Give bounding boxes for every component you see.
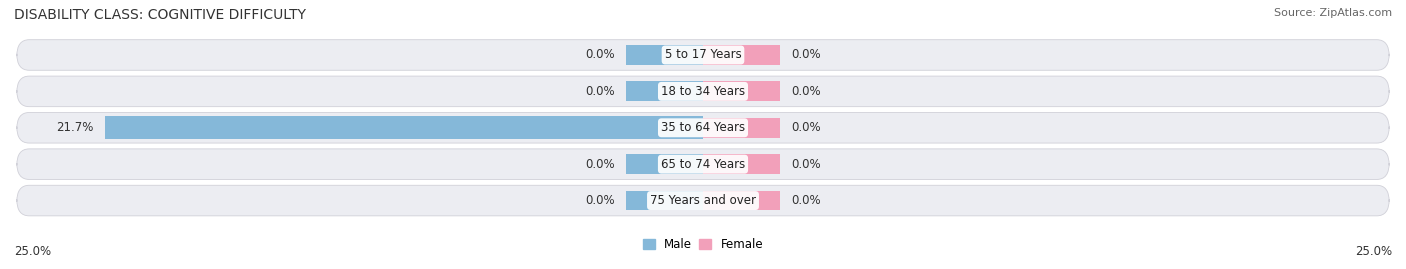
FancyBboxPatch shape [17, 40, 1389, 70]
Bar [703, 154, 780, 174]
Bar [703, 191, 780, 210]
Text: 0.0%: 0.0% [585, 158, 614, 171]
Bar [703, 82, 780, 101]
Text: 0.0%: 0.0% [792, 158, 821, 171]
Bar [703, 118, 780, 138]
Text: 0.0%: 0.0% [585, 85, 614, 98]
Text: 0.0%: 0.0% [585, 48, 614, 62]
Bar [626, 45, 703, 65]
Text: 0.0%: 0.0% [792, 194, 821, 207]
Bar [626, 82, 703, 101]
Text: 0.0%: 0.0% [585, 194, 614, 207]
Text: 65 to 74 Years: 65 to 74 Years [661, 158, 745, 171]
Text: 21.7%: 21.7% [56, 121, 94, 134]
Text: 75 Years and over: 75 Years and over [650, 194, 756, 207]
FancyBboxPatch shape [17, 76, 1389, 107]
Bar [703, 45, 780, 65]
Bar [105, 116, 626, 139]
Text: 25.0%: 25.0% [14, 245, 51, 258]
Text: 5 to 17 Years: 5 to 17 Years [665, 48, 741, 62]
Bar [626, 154, 703, 174]
Text: 0.0%: 0.0% [792, 121, 821, 134]
Text: DISABILITY CLASS: COGNITIVE DIFFICULTY: DISABILITY CLASS: COGNITIVE DIFFICULTY [14, 8, 307, 22]
FancyBboxPatch shape [17, 112, 1389, 143]
Text: 18 to 34 Years: 18 to 34 Years [661, 85, 745, 98]
Text: 0.0%: 0.0% [792, 48, 821, 62]
Text: 0.0%: 0.0% [792, 85, 821, 98]
Legend: Male, Female: Male, Female [638, 233, 768, 256]
Bar [626, 191, 703, 210]
FancyBboxPatch shape [17, 149, 1389, 179]
Bar [105, 116, 626, 139]
Text: Source: ZipAtlas.com: Source: ZipAtlas.com [1274, 8, 1392, 18]
Text: 25.0%: 25.0% [1355, 245, 1392, 258]
Bar [105, 116, 703, 139]
Text: 35 to 64 Years: 35 to 64 Years [661, 121, 745, 134]
FancyBboxPatch shape [17, 185, 1389, 216]
Bar [626, 118, 703, 138]
